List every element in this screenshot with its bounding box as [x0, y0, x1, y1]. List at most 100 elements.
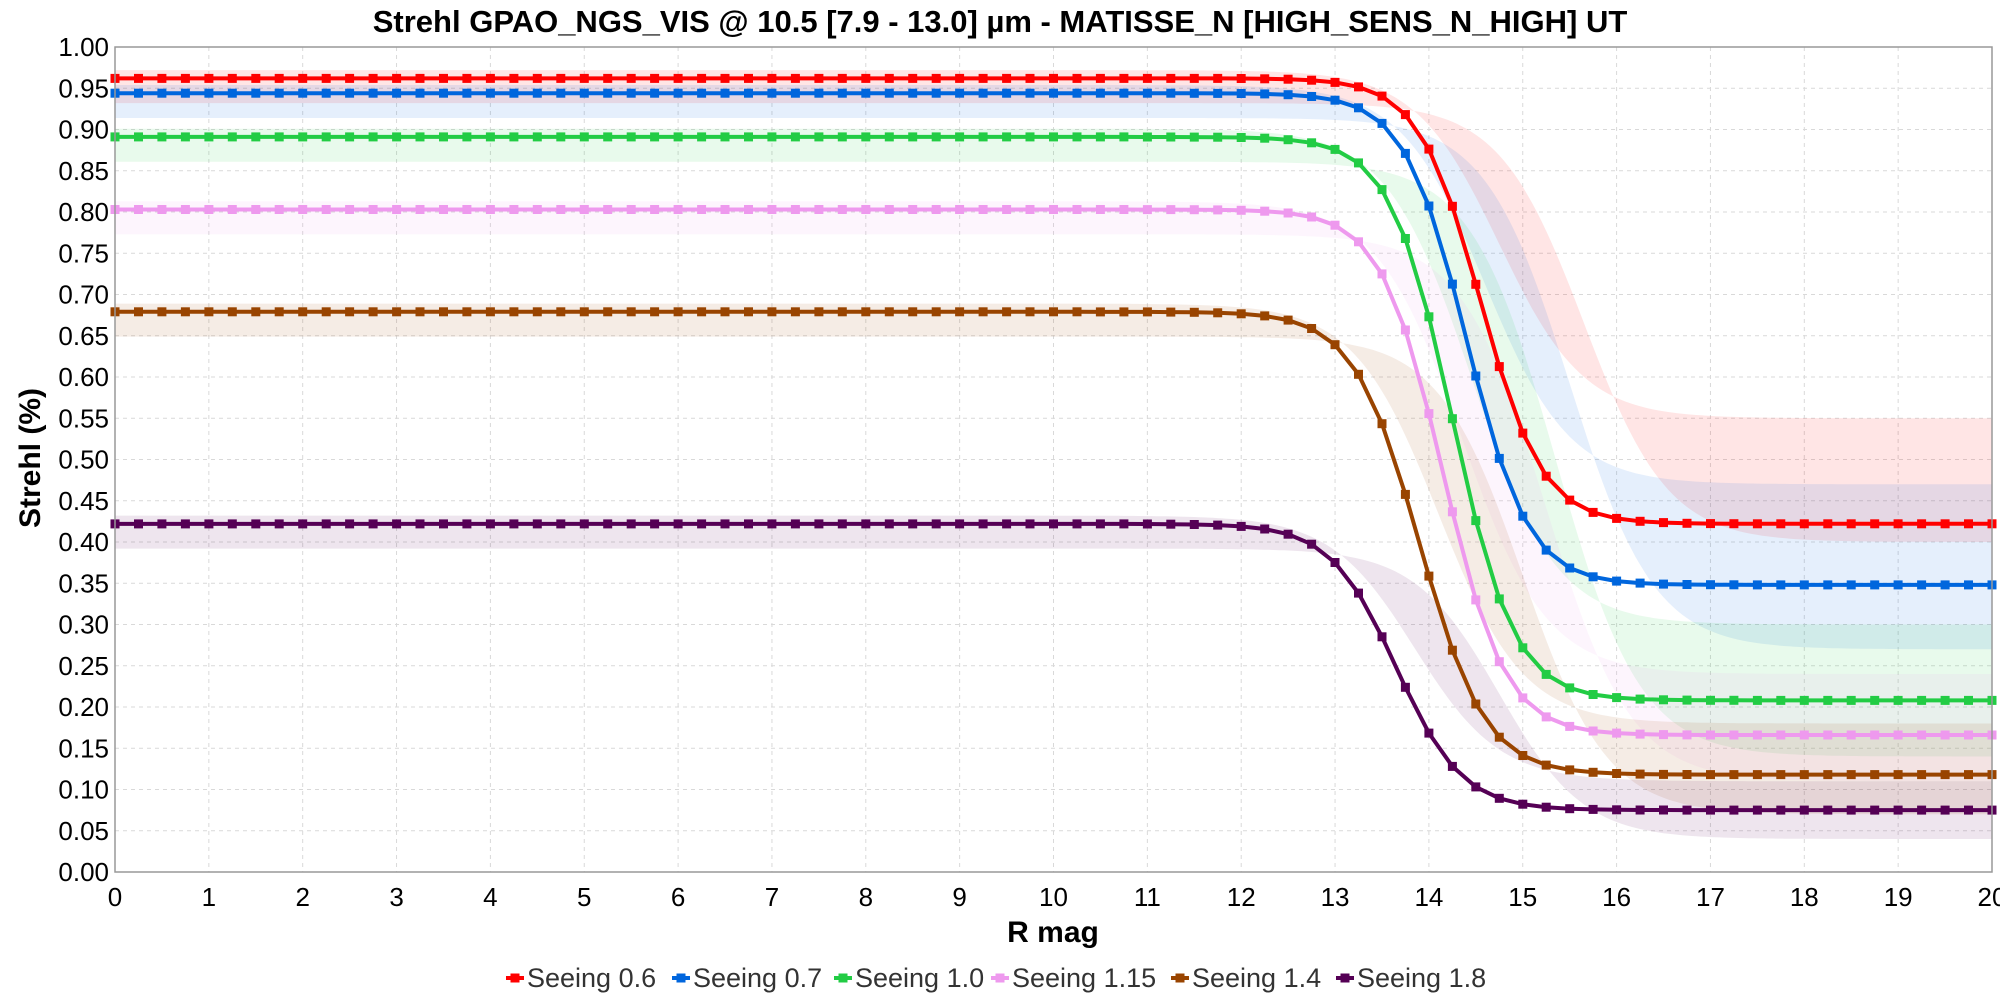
data-point [274, 307, 284, 317]
data-point [790, 205, 800, 214]
x-tick-label: 3 [389, 882, 403, 912]
data-point [673, 73, 683, 83]
data-point [884, 88, 894, 98]
data-point [837, 519, 847, 529]
data-point [579, 307, 589, 317]
data-point [1189, 307, 1199, 317]
data-point [790, 73, 800, 83]
data-point [884, 132, 894, 142]
data-point [345, 132, 355, 142]
data-point [1565, 683, 1575, 693]
data-point [579, 73, 589, 83]
data-point [1846, 580, 1856, 590]
data-point [298, 73, 308, 83]
data-point [1917, 580, 1927, 590]
y-tick-label: 0.85 [58, 156, 109, 186]
data-point [1846, 695, 1856, 705]
data-point [1752, 519, 1762, 529]
y-tick-label: 0.30 [58, 610, 109, 640]
data-point [603, 73, 613, 83]
data-point [1494, 594, 1504, 604]
data-point [767, 132, 777, 142]
data-point [485, 73, 495, 83]
data-point [1307, 539, 1317, 549]
confidence-band [115, 128, 1992, 757]
data-point [1541, 669, 1551, 679]
data-point [1565, 804, 1575, 814]
data-point [1846, 730, 1856, 740]
data-point [1799, 580, 1809, 590]
data-point [1541, 545, 1551, 555]
data-point [837, 205, 847, 214]
data-point [1095, 132, 1105, 142]
data-point [1424, 144, 1434, 154]
data-point [157, 519, 167, 529]
data-point [439, 132, 448, 142]
data-point [579, 88, 589, 98]
data-point [908, 73, 918, 83]
data-point [1776, 580, 1786, 590]
data-point [134, 73, 143, 83]
data-point [1260, 89, 1270, 99]
data-point [532, 519, 542, 529]
data-point [1142, 307, 1152, 317]
data-point [1518, 693, 1528, 703]
data-point [1260, 206, 1270, 216]
legend-item: Seeing 1.15 [991, 963, 1156, 993]
data-point [1823, 519, 1833, 529]
data-point [1729, 730, 1739, 740]
data-point [814, 73, 824, 83]
data-point [180, 519, 190, 529]
data-point [1119, 88, 1129, 98]
data-point [697, 73, 707, 83]
data-point [650, 73, 660, 83]
data-point [861, 132, 871, 142]
data-point [1799, 695, 1809, 705]
data-point [650, 519, 660, 529]
data-point [1236, 133, 1246, 142]
data-point [368, 132, 378, 142]
data-point [556, 132, 566, 142]
data-point [415, 88, 425, 98]
y-axis-label: Strehl (%) [14, 388, 47, 528]
data-point [978, 519, 988, 529]
data-point [1072, 88, 1082, 98]
data-point [1917, 770, 1927, 780]
data-point [1565, 495, 1575, 505]
data-point [1799, 770, 1809, 780]
data-point [673, 88, 683, 98]
data-point [1964, 730, 1973, 740]
data-point [1236, 74, 1246, 83]
legend-label: Seeing 1.4 [1192, 963, 1321, 993]
data-point [1518, 751, 1528, 760]
legend-item: Seeing 0.7 [672, 963, 822, 993]
data-point [439, 519, 448, 529]
data-point [1870, 695, 1880, 705]
data-point [1870, 770, 1880, 780]
data-point [1189, 132, 1199, 142]
data-point [1424, 571, 1434, 581]
data-point [298, 519, 308, 529]
data-point [556, 307, 566, 317]
x-tick-label: 8 [859, 882, 873, 912]
data-point [251, 205, 261, 214]
data-point [1846, 519, 1856, 529]
data-point [1142, 519, 1152, 529]
data-point [1682, 580, 1692, 589]
data-point [1612, 693, 1622, 703]
data-point [1189, 73, 1199, 83]
data-point [1471, 371, 1481, 381]
data-point [1752, 695, 1762, 705]
y-tick-label: 0.95 [58, 73, 109, 103]
data-point [931, 73, 941, 83]
y-tick-label: 0.40 [58, 527, 109, 557]
data-point [345, 519, 355, 529]
data-point [392, 73, 402, 83]
data-point [204, 307, 214, 317]
data-point [1917, 519, 1927, 529]
data-point [1025, 307, 1035, 317]
data-point [392, 132, 402, 142]
data-point [1964, 580, 1973, 590]
data-point [1612, 769, 1622, 778]
data-point [1049, 88, 1058, 98]
